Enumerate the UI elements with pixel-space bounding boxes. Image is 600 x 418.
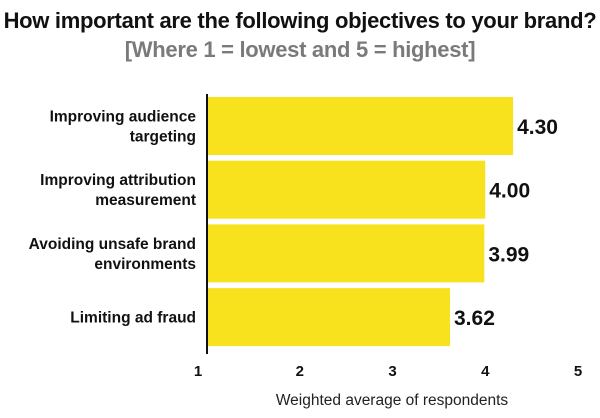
- bar: [207, 160, 486, 219]
- x-tick-label: 3: [388, 363, 396, 380]
- category-label: Improving audience targeting: [50, 109, 197, 146]
- category-label: Limiting ad fraud: [70, 310, 196, 327]
- x-tick-label: 2: [296, 363, 304, 380]
- x-axis-title: Weighted average of respondents: [276, 392, 509, 409]
- bar: [207, 224, 485, 283]
- chart-title-sub: [Where 1 = lowest and 5 = highest]: [124, 37, 476, 62]
- x-tick-label: 5: [574, 363, 582, 380]
- value-label: 4.00: [489, 180, 530, 203]
- value-label: 3.62: [454, 307, 495, 330]
- x-tick-label: 4: [481, 363, 490, 380]
- value-label: 4.30: [517, 116, 558, 139]
- category-label: Avoiding unsafe brand environments: [29, 236, 196, 273]
- chart-title: How important are the following objectiv…: [0, 6, 600, 64]
- value-label: 3.99: [488, 243, 529, 266]
- chart-title-main: How important are the following objectiv…: [3, 8, 597, 33]
- bar: [207, 288, 451, 347]
- bar: [207, 97, 514, 155]
- x-tick-label: 1: [194, 363, 202, 380]
- category-label: Improving attribution measurement: [40, 172, 196, 209]
